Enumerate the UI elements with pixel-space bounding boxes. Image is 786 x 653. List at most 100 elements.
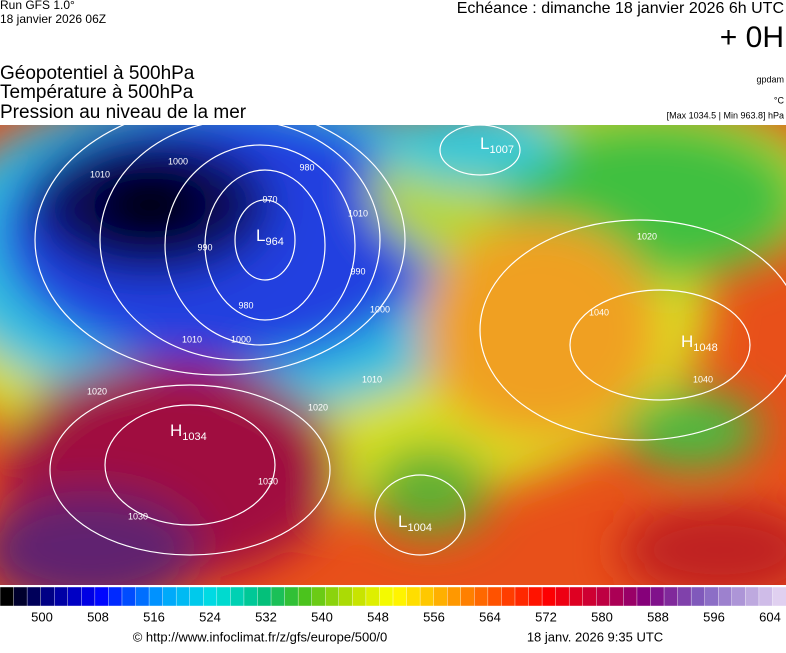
isobar-label: 980 [299,162,314,172]
colorbar-swatch [474,586,489,607]
colorbar-label: 572 [535,609,557,624]
isobar-label: 1020 [87,386,107,396]
center-letter: H [170,421,182,440]
colorbar-swatch [162,586,177,607]
colorbar-swatch [365,586,381,607]
colorbar-label: 516 [143,609,165,624]
pressure-center: L1004 [398,512,432,533]
colorbar-swatch [460,586,476,607]
colorbar-swatch [772,586,786,607]
colorbar-swatch [501,586,516,607]
colorbar-label: 508 [87,609,109,624]
title-line: Pression au niveau de la mer [0,102,247,123]
title-line: Géopotentiel à 500hPa [0,63,195,84]
colorbar-swatch [270,586,286,607]
isobar-label: 970 [262,194,277,204]
colorbar-label: 532 [255,609,277,624]
colorbar-swatch [352,586,367,607]
isobar-label: 1030 [128,511,148,521]
colorbar-label: 564 [479,609,501,624]
pressure-center: L1007 [480,134,514,155]
center-letter: L [398,512,407,531]
isobar-label: 1040 [589,307,609,317]
colorbar-swatch [447,586,462,607]
pressure-extremes: [Max 1034.5 | Min 963.8] hPa [667,110,784,120]
colorbar-swatch [379,586,394,607]
colorbar-label: 580 [591,609,613,624]
pressure-center: H1048 [681,332,718,353]
isobar-label: 1020 [637,231,657,241]
forecast-time: Echéance : dimanche 18 janvier 2026 6h U… [457,0,784,17]
colorbar-label: 524 [199,609,221,624]
colorbar-swatch [690,586,706,607]
colorbar-swatch [487,586,503,607]
colorbar-swatch [94,586,110,607]
colorbar-swatch [406,586,421,607]
isobars [34,125,786,556]
colorbar-swatch [189,586,204,607]
colorbar-swatch [528,586,543,607]
colorbar-swatch [13,586,28,607]
colorbar-swatch [108,586,123,607]
colorbar-swatch [26,586,42,607]
colorbar-label: 548 [367,609,389,624]
center-value: 1007 [489,144,513,156]
pressure-center: L964 [256,226,284,247]
center-letter: H [681,332,693,351]
colorbar-swatch [338,586,354,607]
generation-date: 18 janv. 2026 9:35 UTC [527,629,663,644]
isobar-label: 990 [197,242,212,252]
colorbar-swatch [609,586,625,607]
colorbar-swatch [677,586,692,607]
isobar-label: 1030 [258,476,278,486]
pressure-center: H1034 [170,421,207,442]
temperature-field [0,125,786,585]
colorbar-label: 540 [311,609,333,624]
isobar-label: 1000 [370,304,390,314]
center-value: 1048 [693,342,717,354]
colorbar-swatch [758,586,774,607]
center-letter: L [256,226,265,245]
colorbar-swatch [311,586,326,607]
source-url: © http://www.infoclimat.fr/z/gfs/europe/… [133,629,388,644]
colorbar-swatch [257,586,272,607]
colorbar-swatch [541,586,557,607]
isobar-label: 1010 [182,334,202,344]
colorbar-swatch [596,586,611,607]
colorbar-swatch [745,586,760,607]
isobar-label: 1020 [308,402,328,412]
colorbar-label: 500 [31,609,53,624]
colorbar-swatch [704,586,719,607]
colorbar-swatch [40,586,55,607]
colorbar-label: 556 [423,609,445,624]
colorbar-swatch [297,586,313,607]
unit-label: °C [774,95,785,105]
map [0,125,786,585]
colorbar-swatch [731,586,747,607]
colorbar-swatch [392,586,408,607]
isobar-label: 990 [350,266,365,276]
colorbar-swatch [555,586,570,607]
colorbar-swatch [718,586,733,607]
colorbar-swatch [514,586,530,607]
run-date: 18 janvier 2026 06Z [0,12,106,26]
colorbar-label: 588 [647,609,669,624]
center-value: 1034 [182,431,206,443]
isobar-label: 1000 [231,334,251,344]
center-letter: L [480,134,489,153]
unit-label: gpdam [756,74,784,84]
colorbar-swatch [81,586,96,607]
colorbar-swatch [203,586,218,607]
colorbar-swatch [663,586,679,607]
center-value: 1004 [407,522,431,534]
colorbar-swatch [175,586,191,607]
colorbar-swatch [582,586,597,607]
colorbar-swatch [419,586,435,607]
forecast-step: + 0H [720,21,784,54]
run-label: Run GFS 1.0° [0,0,75,12]
map-labels: L1007L964H1048H1034L10041010100098097099… [87,134,718,533]
colorbar-swatch [636,586,652,607]
isobar-label: 1040 [693,374,713,384]
colorbar-swatch [284,586,299,607]
